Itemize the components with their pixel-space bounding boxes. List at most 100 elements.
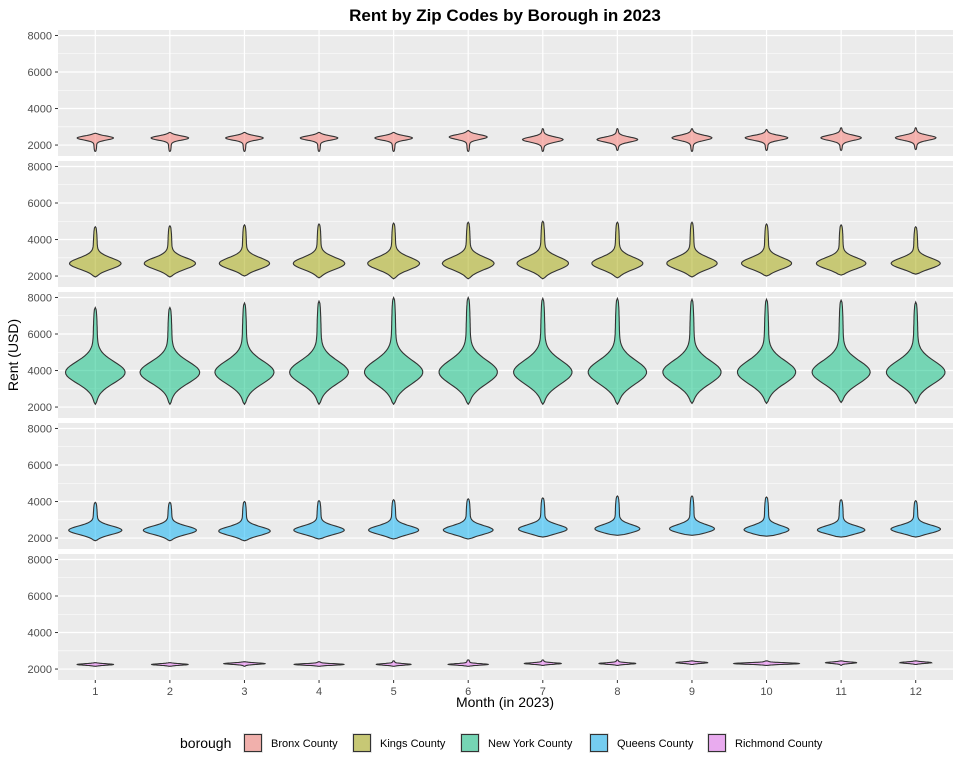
y-tick-label: 2000 (28, 140, 52, 152)
x-tick-label: 5 (391, 686, 397, 698)
facet-panel-2: 2000 4000 6000 8000 (28, 161, 953, 287)
panel-background (58, 161, 953, 287)
violin-new-york-county-month-9 (662, 297, 722, 405)
violin-kings-county-month-9 (666, 221, 718, 278)
y-tick-label: 6000 (28, 329, 52, 341)
legend-swatch (589, 733, 609, 753)
violin-richmond-county-month-6 (447, 659, 490, 667)
x-tick-label: 12 (910, 686, 922, 698)
violin-kings-county-month-5 (367, 222, 421, 280)
violin-richmond-county-month-11 (824, 660, 858, 666)
legend-swatch (243, 733, 263, 753)
violin-richmond-county-month-5 (375, 660, 412, 667)
legend-label: Richmond County (735, 738, 823, 750)
violin-new-york-county-month-4 (289, 299, 350, 406)
violin-queens-county-month-8 (594, 495, 641, 536)
y-tick-label: 2000 (28, 402, 52, 414)
y-tick-label: 8000 (28, 423, 52, 435)
x-axis: 1 2 3 4 5 6 7 8 9 10 11 12 (92, 680, 922, 698)
violin-richmond-county-month-8 (598, 659, 637, 666)
y-tick-label: 6000 (28, 67, 52, 79)
violin-bronx-county-month-4 (299, 131, 339, 153)
violin-kings-county-month-12 (890, 225, 941, 275)
violin-queens-county-month-4 (293, 499, 345, 540)
violin-richmond-county-month-2 (150, 662, 189, 667)
violin-queens-county-month-1 (68, 501, 123, 542)
violin-kings-county-month-1 (68, 225, 122, 278)
y-tick-label: 8000 (28, 30, 52, 42)
violin-queens-county-month-5 (367, 498, 420, 540)
panel-background (58, 554, 953, 680)
legend-swatch (460, 733, 480, 753)
legend-label: New York County (488, 738, 573, 750)
chart-title: Rent by Zip Codes by Borough in 2023 (349, 6, 661, 25)
violin-richmond-county-month-9 (674, 660, 709, 666)
y-tick-label: 8000 (28, 161, 52, 173)
violin-kings-county-month-11 (815, 223, 867, 276)
y-tick-label: 4000 (28, 366, 52, 378)
violin-new-york-county-month-7 (513, 296, 573, 406)
facet-panel-3: 2000 4000 6000 8000 (28, 292, 953, 418)
legend-label: Kings County (380, 738, 446, 750)
violin-queens-county-month-7 (517, 497, 568, 538)
violin-new-york-county-month-1 (64, 306, 126, 406)
panel-background (58, 30, 953, 156)
violin-new-york-county-month-6 (438, 295, 498, 406)
violin-richmond-county-month-3 (223, 661, 266, 667)
x-tick-label: 2 (167, 686, 173, 698)
violin-richmond-county-month-1 (76, 662, 115, 667)
y-tick-label: 4000 (28, 235, 52, 247)
violin-bronx-county-month-6 (448, 129, 488, 153)
violin-new-york-county-month-3 (214, 301, 275, 406)
facet-panel-5: 2000 4000 6000 8000 (28, 554, 953, 680)
x-tick-label: 7 (540, 686, 546, 698)
y-tick-label: 8000 (28, 292, 52, 304)
y-tick-label: 8000 (28, 554, 52, 566)
violin-kings-county-month-6 (441, 221, 495, 280)
violin-kings-county-month-3 (218, 223, 271, 277)
y-tick-label: 6000 (28, 460, 52, 472)
x-tick-label: 6 (465, 686, 471, 698)
legend: borough Bronx County Kings County New York … (180, 733, 823, 753)
violin-new-york-county-month-2 (139, 306, 201, 406)
violin-new-york-county-month-8 (587, 296, 648, 406)
y-tick-label: 6000 (28, 591, 52, 603)
violin-bronx-county-month-10 (744, 128, 789, 152)
violin-queens-county-month-11 (816, 498, 866, 538)
violin-queens-county-month-2 (142, 501, 197, 542)
violin-richmond-county-month-12 (898, 660, 933, 666)
x-tick-label: 1 (92, 686, 98, 698)
x-tick-label: 10 (760, 686, 772, 698)
violin-bronx-county-month-11 (820, 126, 862, 152)
violin-kings-county-month-2 (143, 224, 197, 278)
y-tick-label: 2000 (28, 664, 52, 676)
facet-panel-4: 2000 4000 6000 8000 (28, 423, 953, 549)
y-tick-label: 4000 (28, 497, 52, 509)
legend-swatch (352, 733, 372, 753)
x-tick-label: 8 (614, 686, 620, 698)
violin-bronx-county-month-7 (521, 127, 564, 153)
violin-queens-county-month-3 (218, 500, 271, 542)
legend-label: Queens County (617, 738, 694, 750)
y-axis-label: Rent (USD) (5, 319, 21, 391)
x-tick-label: 4 (316, 686, 322, 698)
violin-kings-county-month-8 (591, 221, 644, 279)
violin-new-york-county-month-12 (885, 300, 946, 405)
y-tick-label: 4000 (28, 104, 52, 116)
x-tick-label: 3 (241, 686, 247, 698)
violin-new-york-county-month-5 (363, 295, 424, 406)
facet-panel-1: 2000 4000 6000 8000 (28, 30, 953, 156)
violin-kings-county-month-4 (292, 223, 346, 279)
panel-background (58, 292, 953, 418)
violin-richmond-county-month-10 (732, 660, 801, 666)
violin-queens-county-month-6 (442, 498, 494, 540)
violin-bronx-county-month-2 (150, 131, 190, 153)
x-tick-label: 11 (835, 686, 846, 698)
panel-background (58, 423, 953, 549)
violin-bronx-county-month-3 (225, 131, 264, 153)
legend-swatch (707, 733, 727, 753)
legend-label: Bronx County (271, 738, 338, 750)
violin-bronx-county-month-5 (374, 131, 414, 153)
